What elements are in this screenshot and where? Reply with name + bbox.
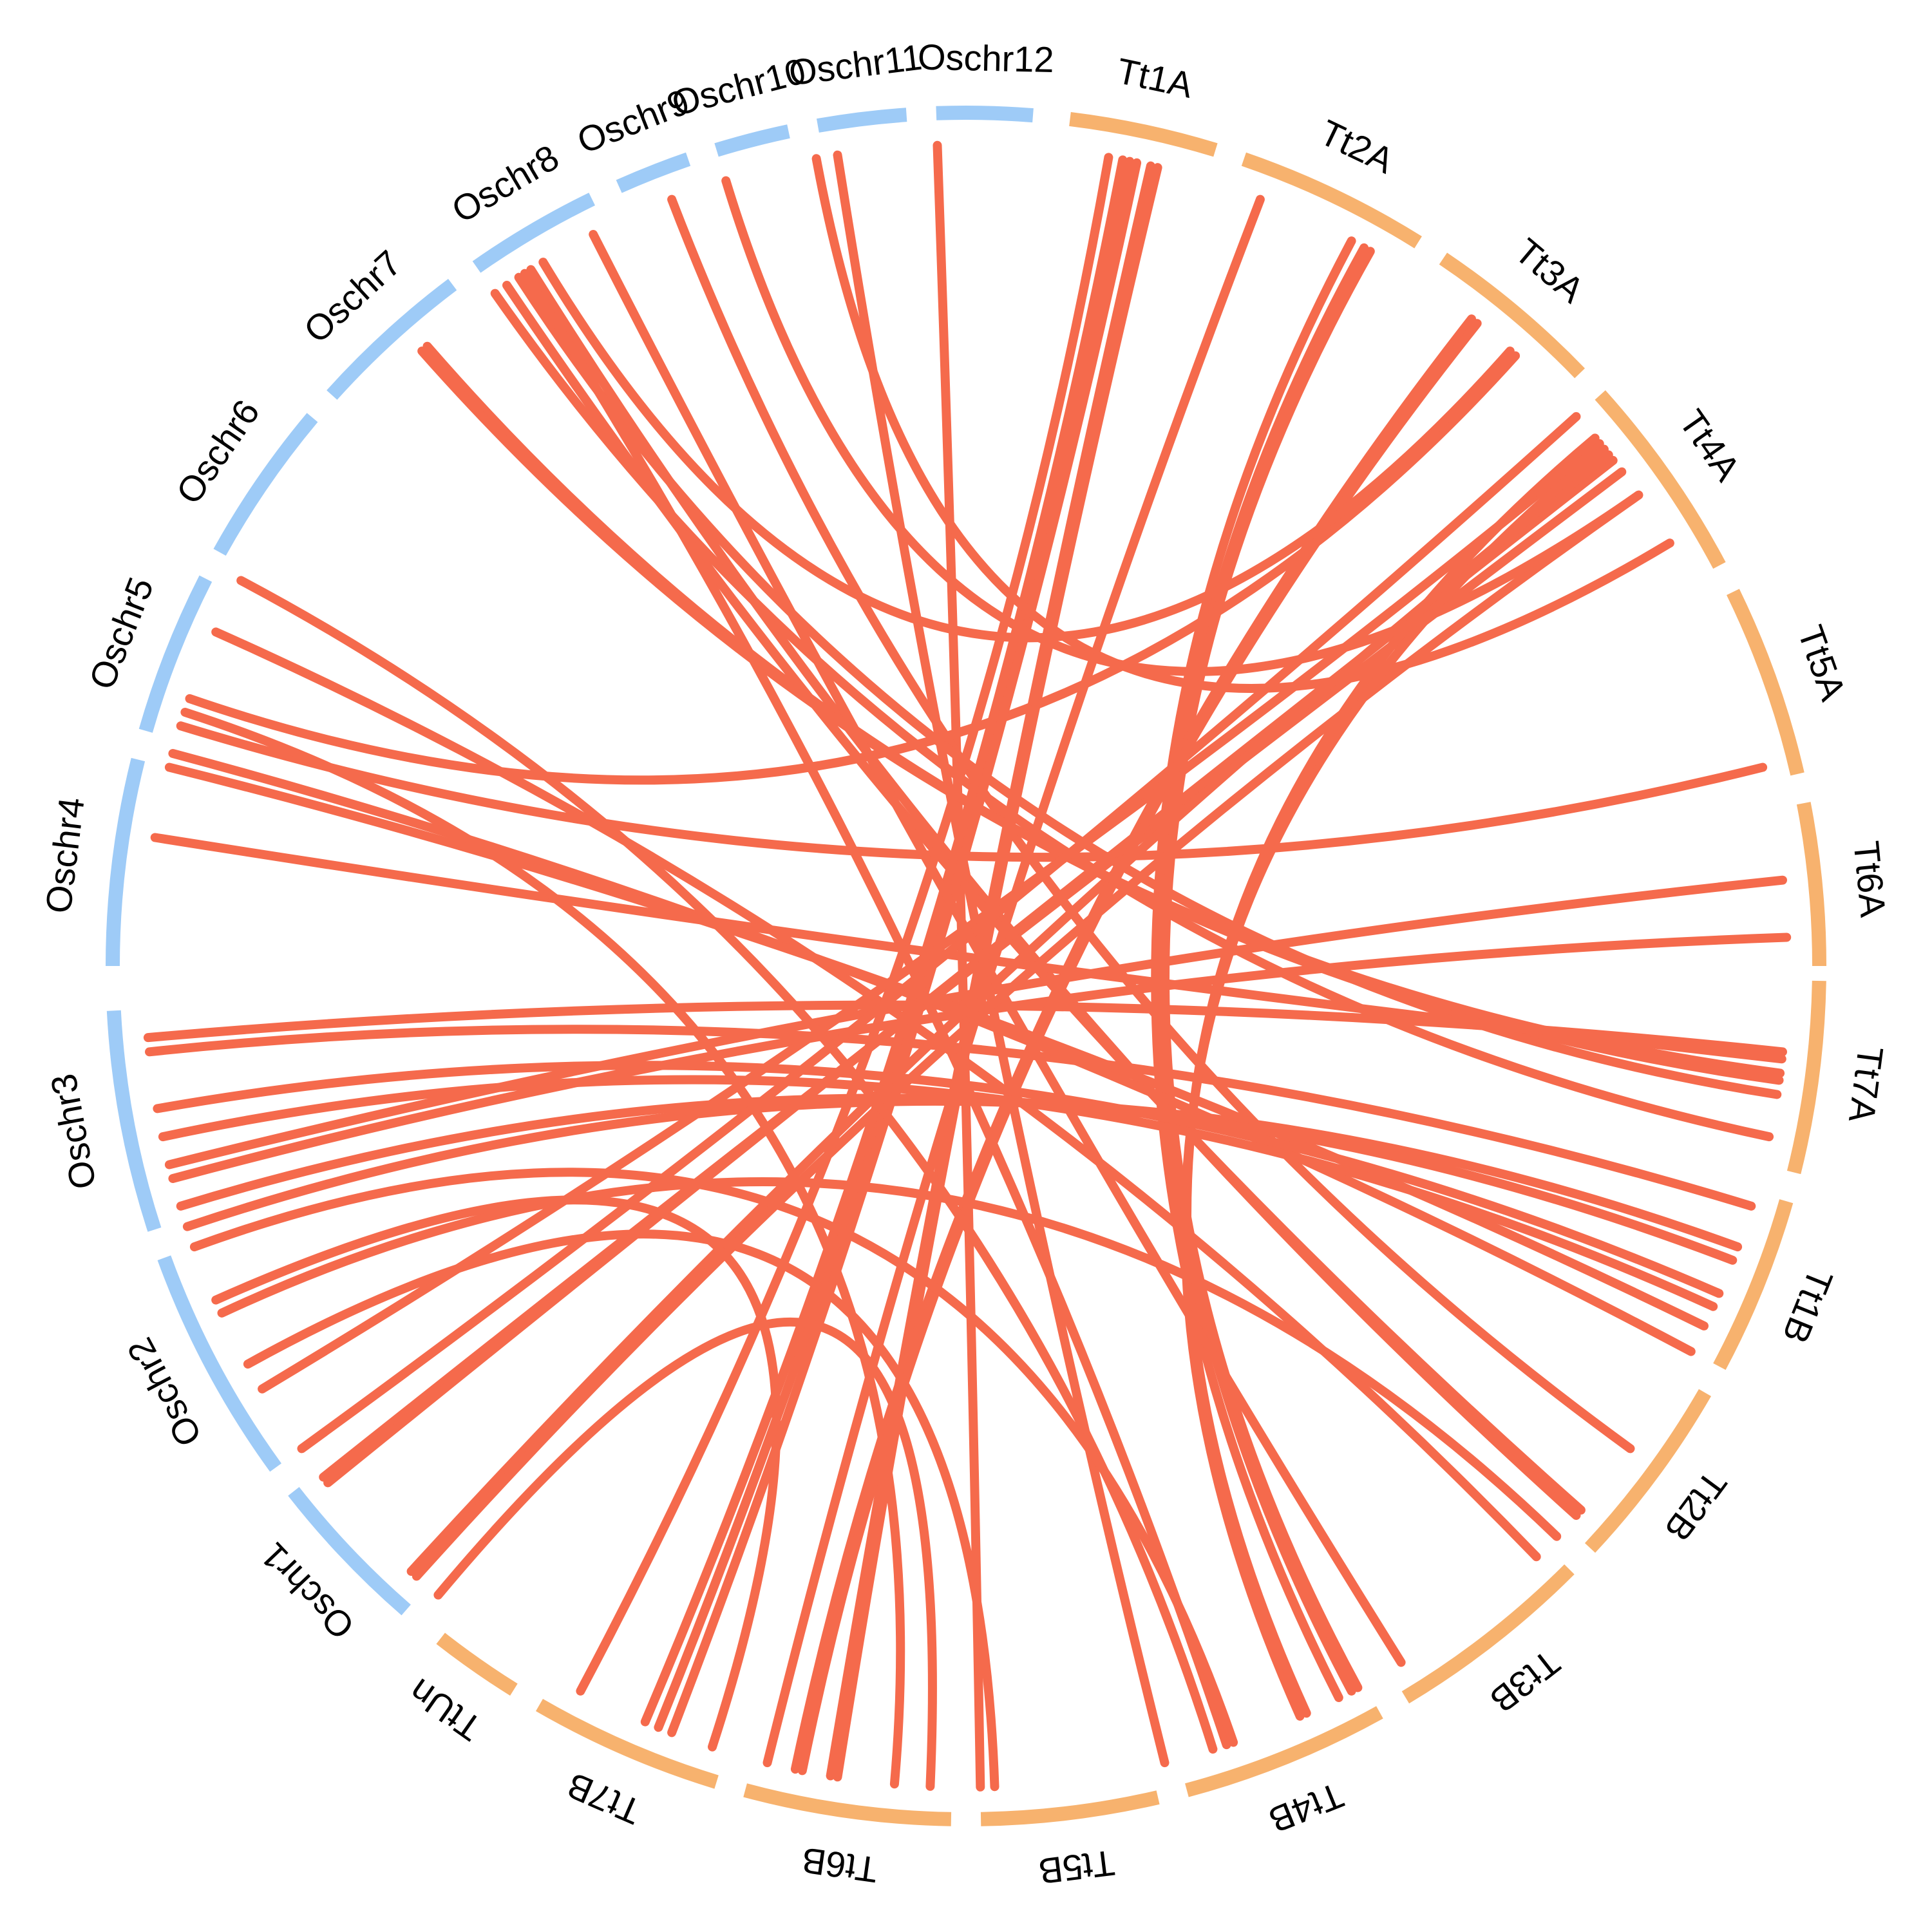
- chromosome-arc-tt3a: [1439, 252, 1586, 379]
- chromosome-label-tt2b: Tt2B: [1657, 1463, 1735, 1549]
- synteny-link: [297, 412, 1581, 1454]
- synteny-link: [667, 158, 1142, 1738]
- synteny-link: [236, 576, 1218, 1754]
- chromosome-arc-tt2b: [1584, 1388, 1712, 1553]
- chromosome-label-tt2a: Tt2A: [1314, 112, 1400, 182]
- synteny-link: [164, 762, 1709, 1331]
- synteny-link: [185, 351, 1520, 785]
- chromosome-arc-tt4b: [1185, 1706, 1383, 1797]
- chromosome-label-tt4a: Tt4A: [1671, 402, 1748, 489]
- chromosome-label-tt6b: Tt6B: [799, 1840, 880, 1891]
- chromosome-arc-oschr9: [616, 152, 691, 193]
- synteny-link: [640, 155, 1128, 1727]
- synteny-link: [520, 269, 1231, 1750]
- chromosome-arc-tt3b: [1401, 1564, 1575, 1704]
- chromosome-label-tt7b: Tt7B: [561, 1765, 647, 1833]
- chromosome-label-ttun: TtUn: [402, 1671, 489, 1748]
- chromosome-label-tt5a: Tt5A: [1790, 620, 1854, 706]
- chromosome-arc-oschr7: [327, 279, 457, 400]
- chromosome-arc-oschr1: [288, 1487, 411, 1616]
- synteny-link: [433, 1318, 937, 1791]
- chromosome-arc-tt1b: [1713, 1199, 1794, 1370]
- synteny-link: [1160, 247, 1375, 1692]
- chromosome-label-tt1b: Tt1B: [1775, 1264, 1841, 1349]
- chromosome-arc-oschr12: [936, 106, 1034, 123]
- synteny-link: [258, 439, 1604, 1394]
- chromosome-arc-tt7a: [1786, 980, 1826, 1175]
- chromosome-label-tt1a: Tt1A: [1113, 50, 1197, 106]
- chromosome-label-oschr3: Oschr3: [43, 1071, 104, 1193]
- synteny-link: [217, 1177, 1562, 1541]
- chromosome-label-tt7a: Tt7A: [1841, 1044, 1891, 1125]
- chromosome-arc-oschr4: [106, 757, 146, 967]
- chromosome-label-tt3b: Tt3B: [1482, 1642, 1567, 1721]
- chromosome-arc-tt7b: [536, 1698, 719, 1789]
- synteny-link: [189, 1168, 1238, 1747]
- chromosome-arcs: [106, 106, 1827, 1826]
- synteny-link: [412, 490, 1643, 1581]
- chromosome-arc-oschr10: [714, 124, 790, 157]
- chromosome-arc-tt6b: [743, 1783, 952, 1826]
- chromosome-arc-tt2a: [1241, 152, 1422, 249]
- chromosome-label-tt6a: Tt6A: [1846, 839, 1893, 919]
- chromosome-arc-oschr6: [213, 413, 318, 556]
- chromosome-label-oschr5: Oschr5: [81, 572, 162, 695]
- chromosome-arc-tt5b: [980, 1790, 1160, 1826]
- chromosome-arc-tt5a: [1727, 589, 1804, 776]
- synteny-link: [538, 258, 1515, 643]
- synteny-link: [654, 156, 1135, 1732]
- synteny-link: [833, 163, 1162, 1782]
- chromosome-arc-oschr5: [138, 575, 213, 733]
- chromosome-arc-tt1a: [1069, 111, 1218, 157]
- synteny-link: [514, 272, 1782, 1099]
- chromosome-arc-oschr2: [157, 1255, 281, 1472]
- synteny-link: [153, 1061, 1724, 1298]
- synteny-link: [243, 1229, 999, 1792]
- chromosome-label-tt3a: Tt3A: [1508, 231, 1593, 311]
- synteny-link: [721, 176, 1643, 676]
- synteny-link: [589, 230, 1406, 1667]
- chromosome-arc-oschr8: [472, 193, 596, 273]
- synteny-link: [1151, 236, 1356, 1702]
- chromosome-label-tt4b: Tt4B: [1264, 1775, 1349, 1841]
- chromosome-label-oschr12: Oschr12: [917, 36, 1054, 80]
- synteny-link: [1182, 433, 1600, 1718]
- synteny-link: [211, 627, 1541, 1562]
- synteny-link: [158, 1075, 1718, 1311]
- chromosome-arc-tt4a: [1595, 390, 1726, 569]
- synteny-link: [933, 140, 985, 1792]
- chromosome-arc-oschr11: [816, 108, 907, 133]
- synteny-links: [143, 140, 1792, 1792]
- chromosome-arc-oschr3: [106, 1010, 162, 1232]
- chromosome-arc-ttun: [436, 1633, 518, 1696]
- chromosome-arc-tt6a: [1796, 802, 1827, 967]
- chromosome-label-oschr4: Oschr4: [37, 795, 92, 916]
- synteny-link: [176, 1094, 1738, 1265]
- chromosome-label-tt5b: Tt5B: [1036, 1842, 1117, 1892]
- chromosome-label-oschr2: Oschr2: [119, 1332, 209, 1454]
- chromosome-label-oschr11: Oschr11: [786, 37, 924, 93]
